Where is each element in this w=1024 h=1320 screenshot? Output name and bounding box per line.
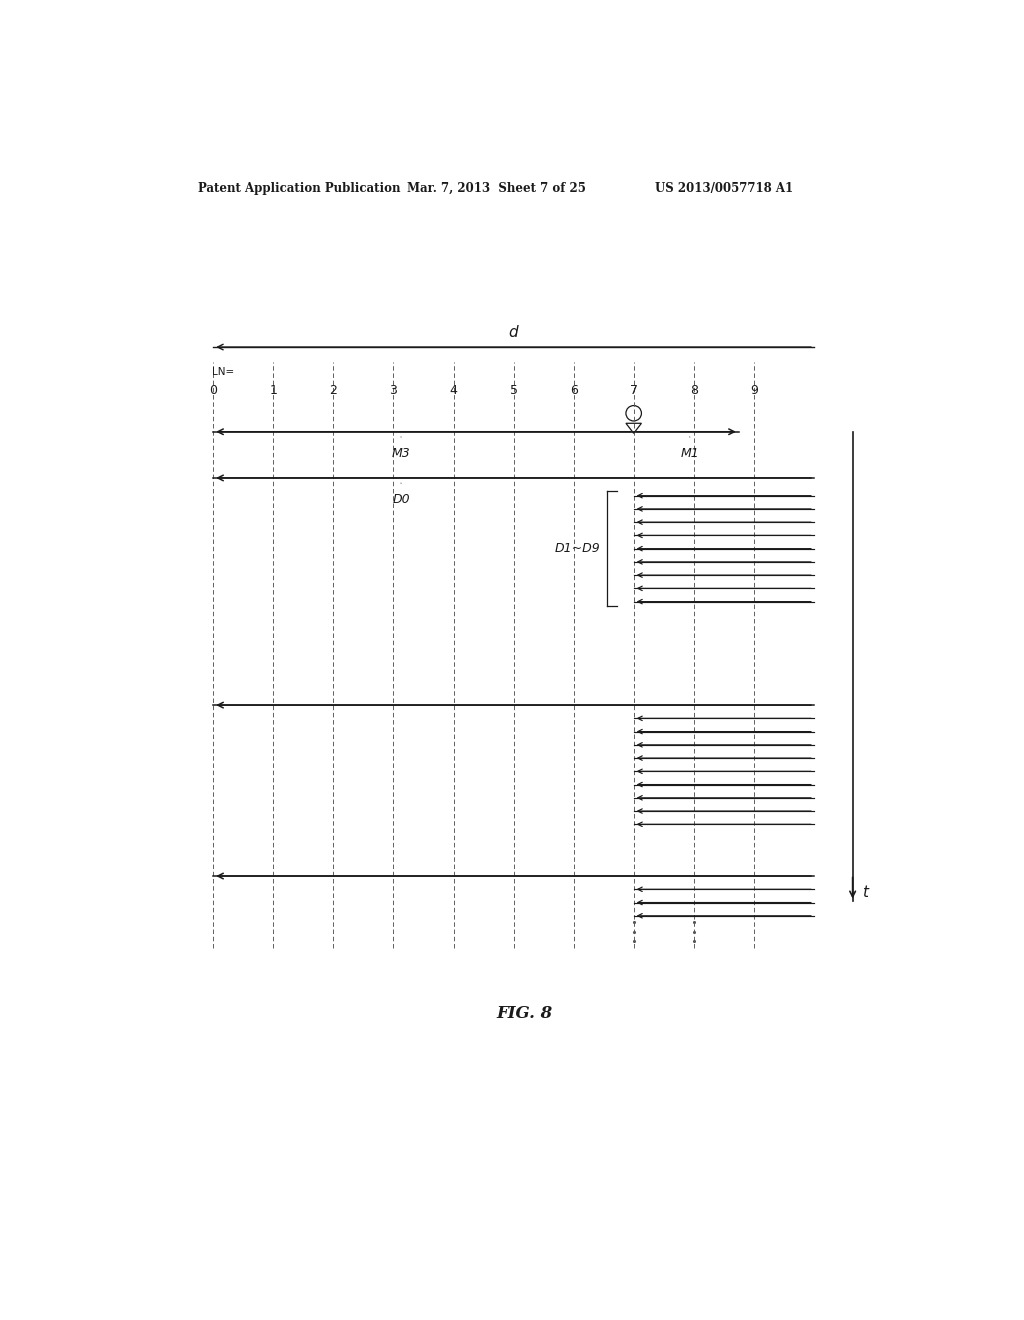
Text: US 2013/0057718 A1: US 2013/0057718 A1	[655, 182, 794, 194]
Text: LN=: LN=	[212, 367, 233, 378]
Text: 0: 0	[209, 384, 217, 397]
Text: FIG. 8: FIG. 8	[497, 1005, 553, 1022]
Text: 9: 9	[750, 384, 758, 397]
Text: 8: 8	[690, 384, 697, 397]
Text: 3: 3	[389, 384, 397, 397]
Text: 5: 5	[510, 384, 517, 397]
Text: M3: M3	[392, 447, 411, 461]
Text: D0: D0	[392, 494, 410, 507]
Text: 2: 2	[330, 384, 337, 397]
Text: Patent Application Publication: Patent Application Publication	[198, 182, 400, 194]
Text: d: d	[509, 325, 518, 341]
Text: 4: 4	[450, 384, 458, 397]
Text: M1: M1	[681, 447, 699, 461]
Text: 7: 7	[630, 384, 638, 397]
Text: 6: 6	[569, 384, 578, 397]
Text: 1: 1	[269, 384, 278, 397]
Text: t: t	[862, 884, 868, 900]
Text: Mar. 7, 2013  Sheet 7 of 25: Mar. 7, 2013 Sheet 7 of 25	[407, 182, 586, 194]
Text: D1~D9: D1~D9	[555, 543, 600, 556]
